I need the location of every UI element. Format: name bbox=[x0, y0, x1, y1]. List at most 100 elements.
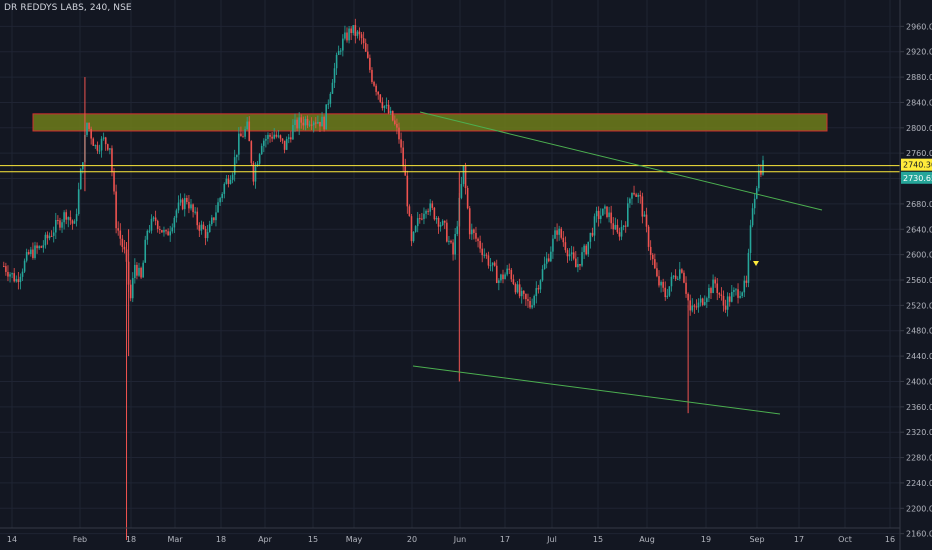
candle-body bbox=[456, 226, 459, 235]
candle-body bbox=[59, 220, 61, 228]
time-tick-label: 16 bbox=[885, 535, 895, 544]
candle-body bbox=[277, 135, 280, 137]
chart-title: DR REDDYS LABS, 240, NSE bbox=[4, 3, 132, 13]
candle-body bbox=[629, 198, 631, 204]
candle-body bbox=[250, 141, 253, 164]
candle-body bbox=[402, 147, 404, 167]
candle-body bbox=[394, 120, 396, 124]
resistance-zone-rect[interactable] bbox=[32, 113, 828, 132]
candle-body bbox=[662, 281, 664, 288]
trendlines[interactable] bbox=[412, 111, 823, 415]
candle-body bbox=[431, 203, 434, 208]
candle-body bbox=[265, 138, 267, 141]
candle-body bbox=[356, 31, 359, 36]
candle-body bbox=[375, 85, 377, 92]
candle-body bbox=[244, 129, 246, 137]
candle-body bbox=[464, 165, 467, 188]
candle-body bbox=[479, 241, 481, 249]
candle-body bbox=[504, 274, 506, 280]
candle-body bbox=[252, 163, 255, 182]
candle-body bbox=[221, 193, 223, 199]
candle-body bbox=[556, 230, 558, 235]
candle-body bbox=[55, 219, 57, 233]
candle-body bbox=[215, 212, 217, 221]
candle-body bbox=[614, 224, 617, 230]
candle-body bbox=[720, 294, 723, 296]
candle-body bbox=[575, 258, 577, 268]
price-tick-label: 2640.00 bbox=[906, 225, 932, 234]
candle-body bbox=[421, 218, 423, 220]
candle-body bbox=[65, 212, 67, 220]
candle-body bbox=[23, 260, 26, 272]
candle-body bbox=[427, 210, 429, 212]
candle-body bbox=[670, 276, 673, 287]
horizontal-price-lines[interactable] bbox=[0, 165, 900, 173]
candle-body bbox=[25, 252, 28, 261]
candle-body bbox=[616, 224, 619, 233]
candle-body bbox=[502, 274, 504, 280]
price-tick-label: 2480.00 bbox=[906, 327, 932, 336]
candle-body bbox=[381, 101, 384, 109]
upper-trendline[interactable] bbox=[419, 111, 823, 211]
time-tick-label: Jul bbox=[546, 535, 557, 544]
candle-body bbox=[44, 234, 47, 246]
candle-body bbox=[248, 121, 251, 142]
candle-body bbox=[204, 228, 207, 239]
candle-body bbox=[131, 278, 134, 299]
candle-body bbox=[50, 235, 53, 237]
candle-body bbox=[34, 245, 36, 258]
candle-body bbox=[211, 217, 213, 225]
candle-body bbox=[391, 110, 394, 121]
candle-body bbox=[695, 306, 698, 308]
candle-body bbox=[63, 212, 65, 223]
candle-body bbox=[335, 54, 338, 69]
candle-body bbox=[42, 245, 45, 248]
candle-body bbox=[722, 295, 725, 306]
candle-body bbox=[339, 50, 342, 52]
candle-body bbox=[452, 242, 454, 255]
candle-body bbox=[627, 203, 629, 227]
candle-body bbox=[416, 218, 419, 227]
candle-body bbox=[568, 254, 571, 257]
candle-body bbox=[7, 271, 9, 277]
candle-body bbox=[506, 268, 508, 275]
candle-body bbox=[554, 230, 556, 239]
candle-body bbox=[32, 249, 34, 258]
price-tick-label: 2200.00 bbox=[906, 504, 932, 513]
candle-body bbox=[414, 226, 417, 232]
candle-body bbox=[608, 212, 610, 218]
lower-trendline[interactable] bbox=[412, 365, 781, 415]
price-axis[interactable]: 2160.00 2200.00 2240.00 2280.00 2320.00 2360.… bbox=[900, 22, 932, 539]
candle-body bbox=[360, 34, 363, 39]
last-price-tag bbox=[901, 158, 932, 171]
candle-body bbox=[102, 137, 105, 139]
candle-body bbox=[196, 211, 199, 226]
candle-body bbox=[296, 119, 298, 129]
time-tick-label: May bbox=[346, 535, 363, 544]
resistance-zone[interactable] bbox=[32, 113, 828, 132]
candle-body bbox=[98, 150, 101, 152]
candle-body bbox=[140, 267, 142, 278]
time-tick-label: 17 bbox=[794, 535, 804, 544]
candle-body bbox=[329, 93, 332, 104]
candle-body bbox=[177, 202, 180, 211]
candle-body bbox=[710, 288, 712, 294]
candle-body bbox=[75, 213, 78, 222]
candle-body bbox=[308, 124, 311, 126]
candle-body bbox=[194, 211, 196, 213]
candle-body bbox=[708, 288, 710, 299]
price-tick-label: 2760.00 bbox=[906, 149, 932, 158]
candle-body bbox=[188, 201, 190, 209]
candle-body bbox=[175, 210, 178, 218]
candle-body bbox=[52, 232, 55, 236]
candle-body bbox=[518, 284, 521, 297]
candle-body bbox=[258, 154, 261, 164]
candle-body bbox=[138, 267, 140, 276]
candle-body bbox=[762, 160, 764, 175]
price-tick-label: 2280.00 bbox=[906, 454, 932, 463]
candle-body bbox=[3, 266, 5, 268]
candle-body bbox=[664, 287, 667, 298]
time-axis[interactable]: 14 Feb 18 Mar 18 Apr 15 May 20 Jun 17 Jul 15 Aug 19 Sep… bbox=[7, 535, 895, 544]
candle-body bbox=[703, 302, 706, 305]
